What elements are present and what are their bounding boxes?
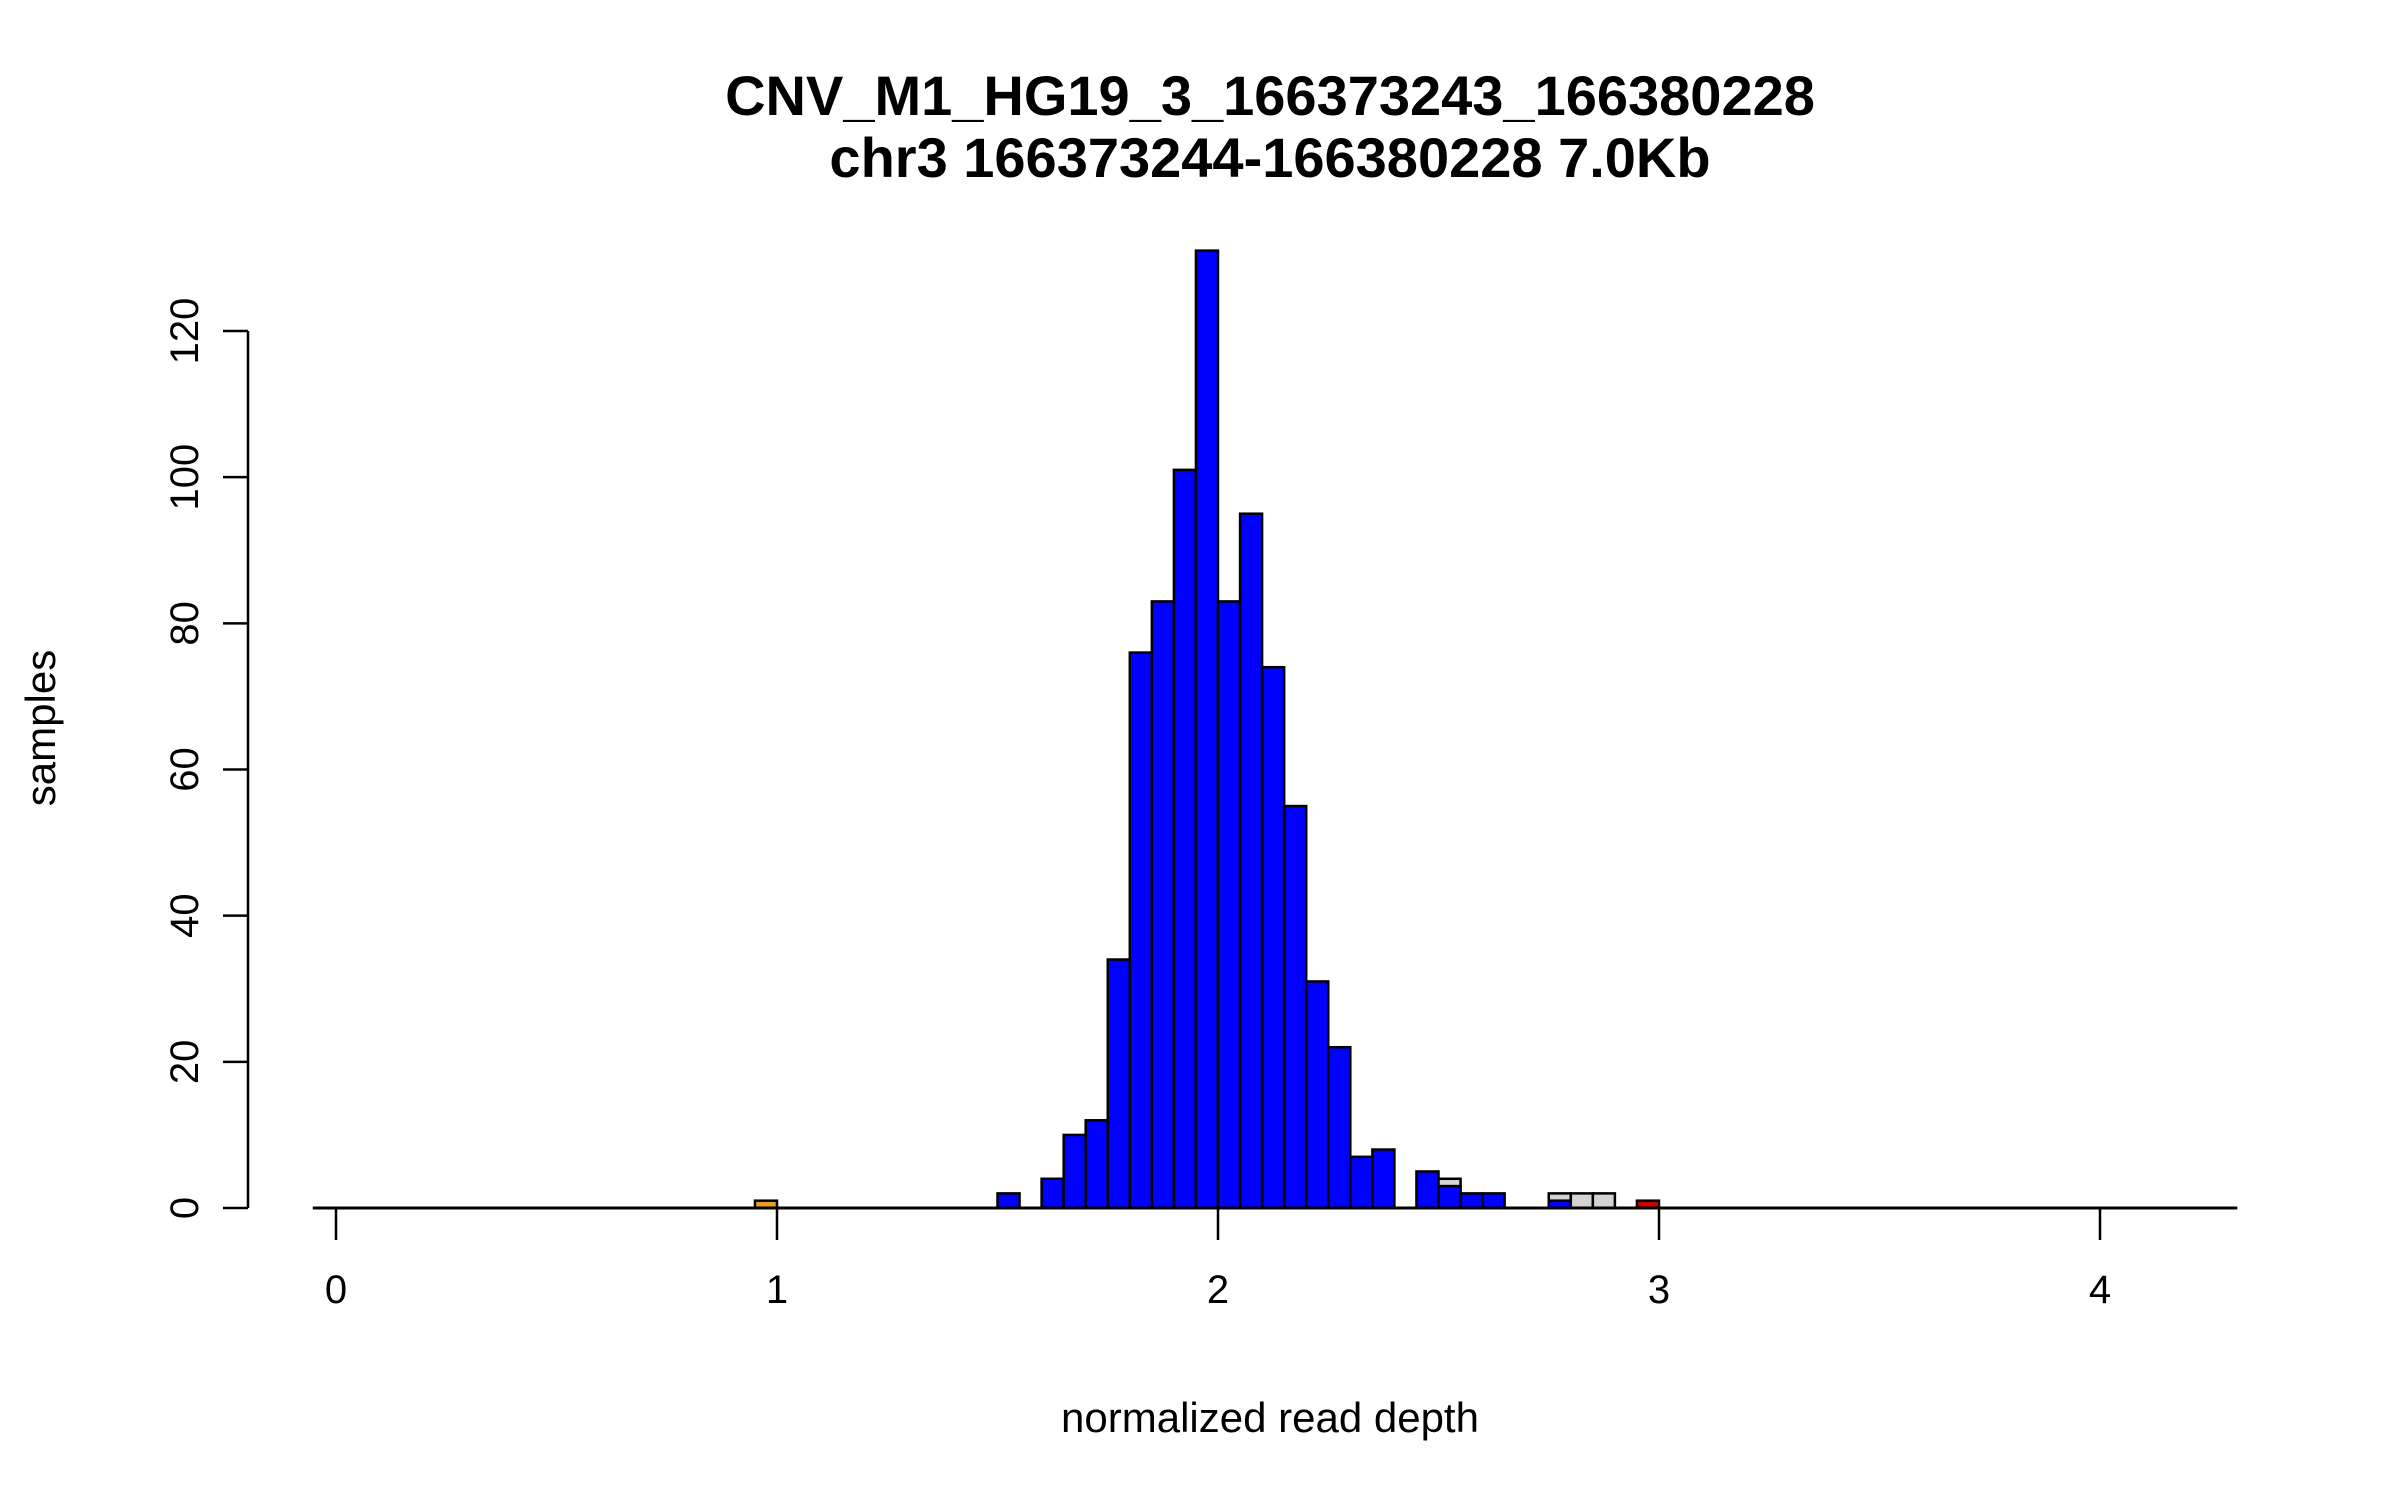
- histogram-bar: [1437, 1184, 1462, 1210]
- histogram-bar: [1569, 1192, 1595, 1210]
- histogram-bar: [1128, 651, 1154, 1210]
- chart-subtitle: chr3 166373244-166380228 7.0Kb: [829, 126, 1710, 189]
- histogram-bar: [1084, 1119, 1109, 1210]
- bars-group: [753, 249, 1661, 1210]
- x-tick-label: 4: [2089, 1268, 2111, 1312]
- histogram-bar: [1327, 1045, 1352, 1210]
- histogram-bar: [996, 1192, 1021, 1210]
- x-tick-label: 1: [766, 1268, 788, 1312]
- histogram-bar: [1260, 665, 1286, 1210]
- y-axis: 0 20 40 60 80 100 120: [163, 298, 250, 1219]
- x-tick-label: 2: [1207, 1268, 1229, 1312]
- histogram-bar: [1304, 980, 1330, 1210]
- histogram-bar: [1106, 958, 1132, 1210]
- y-tick-label: 120: [163, 298, 207, 365]
- x-axis-title: normalized read depth: [1061, 1394, 1479, 1441]
- y-tick-label: 100: [163, 444, 207, 511]
- chart-title: CNV_M1_HG19_3_166373243_166380228: [725, 64, 1815, 127]
- histogram-bar: [1591, 1192, 1617, 1210]
- x-tick-label: 0: [325, 1268, 347, 1312]
- y-tick-label: 20: [163, 1040, 207, 1085]
- histogram-bar: [1282, 804, 1308, 1210]
- histogram-bar: [1371, 1148, 1396, 1210]
- histogram-bar: [1481, 1192, 1506, 1210]
- histogram-bar: [1415, 1170, 1440, 1210]
- y-tick-label: 60: [163, 747, 207, 792]
- y-tick-label: 0: [163, 1197, 207, 1219]
- x-tick-label: 3: [1648, 1268, 1670, 1312]
- y-tick-label: 80: [163, 601, 207, 646]
- histogram-bar: [1238, 512, 1264, 1210]
- histogram-bar: [1172, 468, 1198, 1210]
- histogram-bar: [1349, 1155, 1374, 1210]
- y-tick-label: 40: [163, 893, 207, 938]
- histogram-bar: [1040, 1177, 1065, 1210]
- y-axis-title: samples: [17, 650, 64, 806]
- histogram-bar: [1150, 600, 1176, 1210]
- x-axis: 0 1 2 3 4: [325, 1208, 2111, 1312]
- histogram-bar: [1194, 249, 1220, 1210]
- histogram-bar: [1216, 600, 1242, 1210]
- histogram-bar: [1459, 1192, 1484, 1210]
- histogram-bar: [1062, 1133, 1087, 1210]
